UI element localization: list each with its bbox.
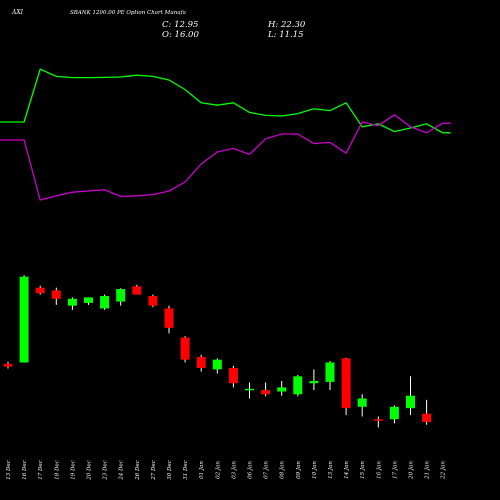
candle xyxy=(132,284,142,295)
candle xyxy=(84,297,93,305)
x-tick-label: 10 Jan xyxy=(312,461,318,479)
chart-subtitle: SBANK 1200.00 PE Option Chart Munafa xyxy=(70,10,186,16)
x-tick-label: 16 Jan xyxy=(376,461,382,479)
x-tick-label: 03 Jan xyxy=(231,461,237,479)
candle-body-down xyxy=(148,296,158,306)
open-value: O: 16.00 xyxy=(162,30,199,40)
candle xyxy=(261,382,271,397)
candle-body-up xyxy=(389,406,399,420)
candle-body-down xyxy=(373,419,383,421)
x-tick-label: 18 Dec xyxy=(54,460,60,480)
indicator-lines xyxy=(0,68,451,201)
x-tick-label: 23 Dec xyxy=(103,460,109,481)
x-tick-label: 13 Dec xyxy=(6,460,12,480)
x-tick-label: 21 Jan xyxy=(425,461,431,480)
candle xyxy=(422,399,432,425)
x-tick-label: 01 Jan xyxy=(199,461,205,479)
candle xyxy=(116,288,126,306)
candle-body-up xyxy=(67,298,77,306)
candle xyxy=(100,294,110,310)
x-tick-label: 06 Jan xyxy=(248,461,254,479)
candle-body-up xyxy=(84,297,93,303)
x-axis-ticks: 13 Dec 16 Dec 17 Dec 18 Dec 19 Dec 20 Dec 23 D… xyxy=(6,460,447,481)
candle-body-down xyxy=(228,368,238,384)
candle xyxy=(406,376,415,416)
x-tick-label: 15 Jan xyxy=(360,461,366,479)
x-tick-label: 27 Dec xyxy=(151,460,157,481)
x-tick-label: 26 Dec xyxy=(135,460,141,481)
candle-body-up xyxy=(325,362,335,382)
candle-body-down xyxy=(341,358,351,409)
candle xyxy=(164,305,174,334)
candle xyxy=(196,354,206,372)
candle-body-up xyxy=(100,296,110,309)
candle xyxy=(245,382,254,399)
x-tick-label: 22 Jan xyxy=(441,461,447,480)
x-tick-label: 30 Dec xyxy=(167,460,173,480)
candle-body-up xyxy=(19,276,29,363)
candle xyxy=(341,357,351,416)
x-tick-label: 17 Dec xyxy=(38,460,44,480)
candle xyxy=(19,275,29,363)
candle-body-up xyxy=(277,387,287,392)
candle xyxy=(228,365,238,388)
x-tick-label: 24 Dec xyxy=(119,460,125,481)
x-tick-label: 02 Jan xyxy=(215,461,221,479)
x-tick-label: 20 Dec xyxy=(87,460,93,481)
high-value: H: 22.30 xyxy=(267,20,306,30)
candle-body-down xyxy=(51,290,61,299)
candle xyxy=(212,358,222,374)
candle xyxy=(373,416,383,428)
candle-body-down xyxy=(35,287,45,294)
candlesticks xyxy=(3,275,432,428)
candle-body-down xyxy=(180,337,190,360)
candle-body-up xyxy=(309,381,319,384)
candle xyxy=(35,285,45,295)
candle xyxy=(277,381,287,396)
x-tick-label: 09 Jan xyxy=(296,461,302,479)
candle-body-up xyxy=(357,398,367,407)
candle-body-up xyxy=(212,359,222,370)
candle xyxy=(3,361,13,369)
candle-body-down xyxy=(164,308,174,328)
candle xyxy=(180,336,190,363)
x-tick-label: 31 Dec xyxy=(183,460,189,480)
candle-body-down xyxy=(196,356,206,368)
x-tick-label: 08 Jan xyxy=(280,461,286,479)
x-tick-label: 19 Dec xyxy=(70,460,76,480)
x-tick-label: 20 Jan xyxy=(409,461,415,480)
x-tick-label: 07 Jan xyxy=(264,461,270,479)
x-tick-label: 13 Jan xyxy=(328,461,334,479)
candle xyxy=(51,287,61,305)
low-value: L: 11.15 xyxy=(267,30,304,40)
candle-body-up xyxy=(245,388,254,391)
indicator-line-2 xyxy=(0,114,451,201)
candle-body-down xyxy=(422,413,432,422)
candle xyxy=(309,369,319,391)
candle xyxy=(357,394,367,417)
candle-body-down xyxy=(132,286,142,295)
x-tick-label: 17 Jan xyxy=(392,461,398,479)
candle xyxy=(67,297,77,310)
chart-symbol: AXI xyxy=(11,9,24,16)
candle-body-down xyxy=(261,390,271,395)
candle xyxy=(325,361,335,391)
candle xyxy=(293,374,303,397)
x-tick-label: 14 Jan xyxy=(344,461,350,479)
close-value: C: 12.95 xyxy=(162,20,198,30)
candle-body-up xyxy=(116,289,126,302)
candle-body-down xyxy=(3,363,13,367)
candle-body-up xyxy=(293,376,303,395)
candle xyxy=(148,294,158,308)
x-tick-label: 16 Dec xyxy=(22,460,28,480)
indicator-line-1 xyxy=(0,68,451,134)
candle-body-up xyxy=(406,395,415,409)
candle xyxy=(389,405,399,424)
